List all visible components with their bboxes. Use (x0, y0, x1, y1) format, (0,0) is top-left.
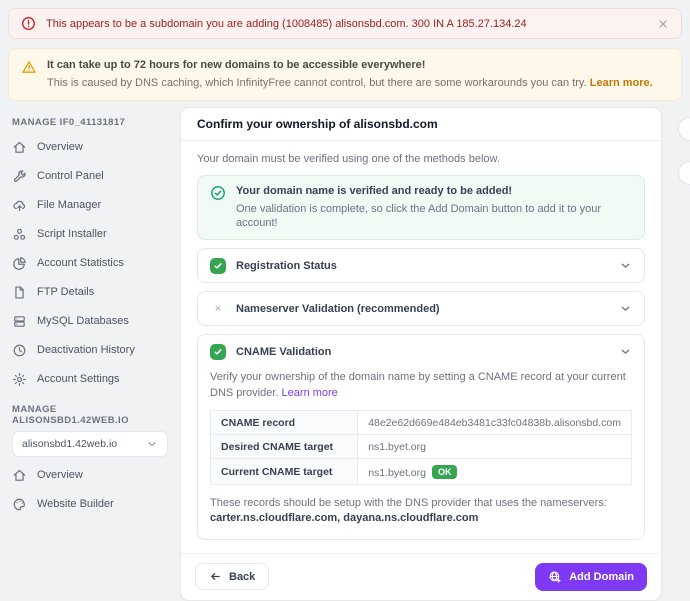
ok-status-badge: OK (431, 464, 458, 479)
page-title: Confirm your ownership of alisonsbd.com (181, 108, 661, 141)
card-footer: Back Add Domain (181, 552, 661, 600)
sidebar: MANAGE IF0_41131817 Overview Control Panel… (8, 107, 178, 601)
cname-records-table: CNAME record 48e2e62d669e484eb3481c33fc0… (209, 410, 632, 485)
globe-plus-icon (548, 570, 562, 584)
chevron-down-icon (619, 259, 632, 272)
cname-record-label: CNAME record (209, 410, 359, 435)
main-content: Confirm your ownership of alisonsbd.com … (180, 106, 662, 601)
home-icon (12, 468, 27, 483)
account-select-value: alisonsbd1.42web.io (22, 437, 118, 450)
ownership-card: Confirm your ownership of alisonsbd.com … (180, 106, 662, 601)
warning-triangle-icon (21, 59, 37, 91)
accordion-label: CNAME Validation (236, 345, 332, 358)
palette-icon (12, 497, 27, 512)
sidebar-section-header: MANAGE ALISONSBD1.42WEB.IO (12, 403, 129, 426)
sidebar-item-overview[interactable]: Overview (8, 133, 178, 162)
accordion-nameserver-validation: × Nameserver Validation (recommended) (197, 291, 645, 327)
success-title: Your domain name is verified and ready t… (236, 184, 513, 197)
wrench-icon (12, 169, 27, 184)
sidebar-section-header: MANAGE IF0_41131817 (12, 116, 126, 128)
sidebar-item-file-manager[interactable]: File Manager (8, 191, 178, 220)
nameserver-note: These records should be setup with the D… (210, 497, 607, 525)
check-badge-icon (210, 343, 226, 360)
chevron-up-icon (619, 345, 632, 358)
gear-icon (12, 372, 27, 387)
table-row: CNAME record 48e2e62d669e484eb3481c33fc0… (209, 410, 632, 435)
sidebar-item-label: Account Settings (37, 373, 120, 386)
sidebar-item-label: Script Installer (37, 228, 107, 241)
sidebar-item-ftp-details[interactable]: FTP Details (8, 278, 178, 307)
success-body: One validation is complete, so click the… (236, 202, 602, 230)
table-row: Current CNAME target ns1.byet.org OK (209, 458, 632, 485)
sidebar-item-label: Overview (37, 469, 83, 482)
cloud-upload-icon (12, 198, 27, 213)
sidebar-item-overview[interactable]: Overview (8, 461, 178, 490)
arrow-left-icon (209, 570, 222, 583)
check-badge-icon (210, 257, 226, 274)
dns-caching-warning-alert: It can take up to 72 hours for new domai… (8, 48, 682, 101)
verified-success-box: Your domain name is verified and ready t… (197, 174, 645, 241)
accordion-label: Nameserver Validation (recommended) (236, 302, 440, 315)
sidebar-item-label: MySQL Databases (37, 315, 129, 328)
cname-record-value: 48e2e62d669e484eb3481c33fc04838b.alisons… (357, 410, 632, 435)
home-icon (12, 140, 27, 155)
back-button[interactable]: Back (195, 563, 270, 591)
error-alert-text: This appears to be a subdomain you are a… (46, 17, 527, 30)
subdomain-error-alert: This appears to be a subdomain you are a… (8, 8, 682, 39)
sidebar-item-label: Deactivation History (37, 344, 135, 357)
accordion-cname-validation: CNAME Validation Verify your ownership o… (197, 334, 645, 540)
chevron-down-icon (146, 438, 158, 450)
document-icon (12, 285, 27, 300)
cname-description: Verify your ownership of the domain name… (210, 371, 626, 399)
sidebar-item-account-statistics[interactable]: Account Statistics (8, 249, 178, 278)
current-target-value: ns1.byet.org OK (357, 458, 632, 485)
current-target-label: Current CNAME target (209, 458, 359, 485)
sidebar-item-label: Control Panel (37, 170, 104, 183)
sidebar-item-script-installer[interactable]: Script Installer (8, 220, 178, 249)
back-button-label: Back (229, 570, 256, 583)
sidebar-item-label: Website Builder (37, 498, 114, 511)
accordion-label: Registration Status (236, 259, 337, 272)
sidebar-item-deactivation-history[interactable]: Deactivation History (8, 336, 178, 365)
warning-title: It can take up to 72 hours for new domai… (47, 59, 426, 71)
add-domain-button-label: Add Domain (569, 570, 634, 583)
close-icon[interactable] (657, 18, 669, 30)
check-circle-icon (210, 185, 226, 201)
cname-learn-more-link[interactable]: Learn more (281, 386, 338, 399)
sidebar-item-label: File Manager (37, 199, 102, 212)
nameserver-names: carter.ns.cloudflare.com, dayana.ns.clou… (210, 512, 479, 525)
warning-body: This is caused by DNS caching, which Inf… (47, 76, 653, 89)
chevron-down-icon (619, 302, 632, 315)
sidebar-item-label: Account Statistics (37, 257, 124, 270)
accordion-cname-validation-header[interactable]: CNAME Validation (198, 335, 644, 368)
sidebar-item-label: FTP Details (37, 286, 95, 299)
accordion-nameserver-validation-header[interactable]: × Nameserver Validation (recommended) (198, 292, 644, 325)
sidebar-item-control-panel[interactable]: Control Panel (8, 162, 178, 191)
intro-text: Your domain must be verified using one o… (197, 152, 500, 165)
cname-validation-content: Verify your ownership of the domain name… (198, 368, 644, 539)
modules-icon (12, 227, 27, 242)
chart-pie-icon (12, 256, 27, 271)
history-icon (12, 343, 27, 358)
sidebar-item-account-settings[interactable]: Account Settings (8, 365, 178, 394)
accordion-registration-status-header[interactable]: Registration Status (198, 249, 644, 282)
sidebar-item-label: Overview (37, 141, 83, 154)
account-select[interactable]: alisonsbd1.42web.io (12, 430, 168, 457)
error-circle-icon (21, 16, 36, 31)
sidebar-item-mysql-databases[interactable]: MySQL Databases (8, 307, 178, 336)
x-badge-icon: × (214, 302, 222, 315)
add-domain-button[interactable]: Add Domain (535, 562, 647, 591)
accordion-registration-status: Registration Status (197, 248, 645, 284)
learn-more-link[interactable]: Learn more. (589, 76, 653, 89)
database-icon (12, 314, 27, 329)
sidebar-item-website-builder[interactable]: Website Builder (8, 490, 178, 519)
